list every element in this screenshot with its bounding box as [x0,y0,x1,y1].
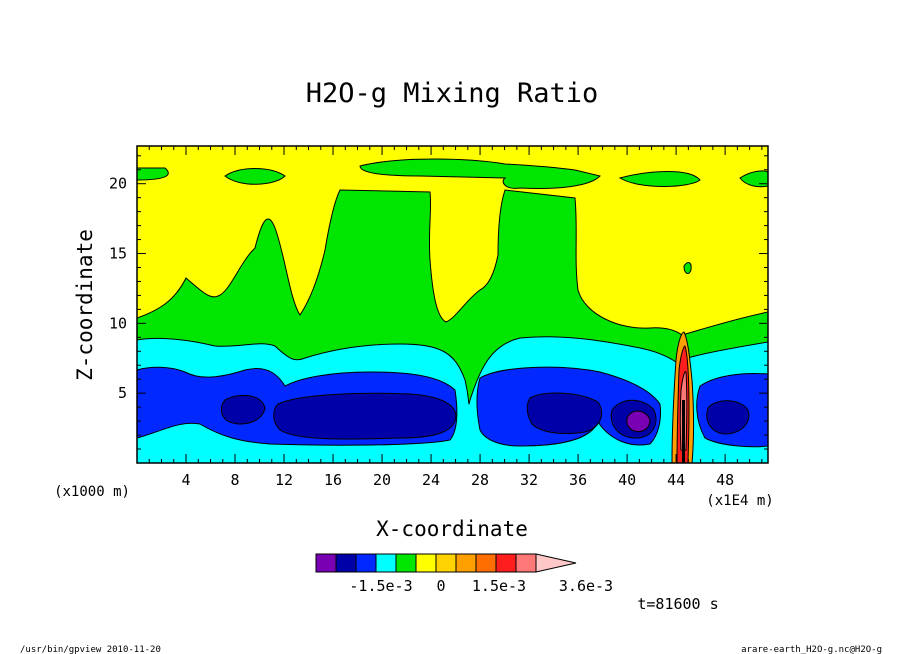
x-tick-label: 4 [181,471,190,489]
y-tick-label: 10 [109,314,127,332]
colorbar-swatch [435,553,457,573]
region-darkblue-core-3 [526,392,602,435]
colorbar-swatch [515,553,537,573]
region-green-top-row [359,158,601,189]
region-darkblue-core-5 [706,400,750,435]
region-darkblue-core-1 [220,394,266,425]
colorbar-label: 0 [436,577,445,595]
time-label: t=81600 s [637,595,718,613]
footer-right: arare-earth_H2O-g.nc@H2O-g [741,645,882,654]
region-green-blob [683,262,692,274]
x-tick-label: 40 [618,471,636,489]
chart-title: H2O-g Mixing Ratio [306,78,599,109]
colorbar-arrow [535,553,577,573]
region-green-top-mid [224,168,286,185]
region-green-top-right [618,171,701,187]
x-tick-label: 48 [716,471,734,489]
x-tick-label: 12 [275,471,293,489]
region-darkblue-core-2 [273,392,457,440]
colorbar-label: -1.5e-3 [349,577,412,595]
region-green-top-far [739,170,768,188]
x-tick-label: 24 [422,471,440,489]
colorbar-swatch [375,553,397,573]
footer-left: /usr/bin/gpview 2010-11-20 [20,645,161,654]
x-tick-label: 16 [324,471,342,489]
x-tick-label: 36 [569,471,587,489]
x-axis-ticks: 4 8 12 16 20 24 28 32 36 40 44 48 [148,146,763,489]
colorbar-swatch [495,553,517,573]
colorbar-swatch [475,553,497,573]
colorbar-swatch [455,553,477,573]
y-tick-label: 5 [118,384,127,402]
x-unit-left: (x1000 m) [54,484,130,500]
y-axis-label: Z-coordinate [73,229,97,381]
y-tick-label: 20 [109,175,127,193]
colorbar-label: 1.5e-3 [472,577,526,595]
x-tick-label: 8 [231,471,240,489]
region-purple-core [626,410,651,433]
y-axis-ticks: 5 10 15 20 [109,155,768,450]
x-tick-label: 44 [667,471,685,489]
x-axis-label: X-coordinate [376,517,528,541]
x-tick-label: 20 [373,471,391,489]
colorbar-labels: -1.5e-3 0 1.5e-3 3.6e-3 [349,577,613,595]
colorbar-swatch [415,553,437,573]
colorbar-label: 3.6e-3 [559,577,613,595]
plot-frame [136,145,769,464]
colorbar-swatch [335,553,357,573]
x-tick-label: 28 [471,471,489,489]
colorbar-swatch [395,553,417,573]
colorbar-swatch [315,553,337,573]
colorbar [315,553,577,573]
x-unit-right: (x1E4 m) [706,493,773,509]
region-plume-shaft [682,400,685,463]
contour-field [137,146,768,463]
colorbar-swatch [355,553,377,573]
y-tick-label: 15 [109,245,127,263]
x-tick-label: 32 [520,471,538,489]
